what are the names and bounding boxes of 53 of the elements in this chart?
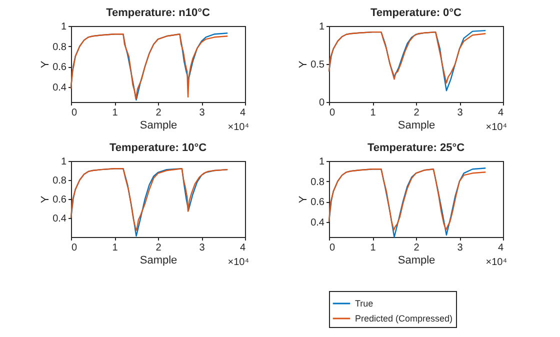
x-tick-label: 2 <box>414 242 420 254</box>
y-tick-label: 0.6 <box>310 197 325 208</box>
y-tick-label: 0 <box>318 98 325 108</box>
x-tick-label: 4 <box>240 108 246 118</box>
y-tick-label: 1 <box>60 156 67 168</box>
text: ×10⁴ <box>228 257 249 268</box>
x-tick-label: 0 <box>330 242 336 254</box>
x-tick-label: 0 <box>330 108 336 118</box>
chart-title: Temperature: 25°C <box>367 142 465 154</box>
chart-title: Temperature: n10°C <box>106 7 210 19</box>
x-tick-label: 3 <box>457 242 464 254</box>
x-tick-label: 4 <box>498 242 504 254</box>
y-tick-label: 1 <box>60 22 67 32</box>
x-tick-label: 1 <box>112 242 118 254</box>
y-tick-label: 0.8 <box>52 176 67 186</box>
chart-title: Temperature: 0°C <box>370 7 462 19</box>
text: ×10⁴ <box>486 122 507 133</box>
x-axis-title: Sample <box>140 120 178 132</box>
x-axis-title: Sample <box>398 254 436 266</box>
text: ×10⁴ <box>228 122 249 133</box>
y-tick-label: 0.5 <box>310 60 325 70</box>
x-axis-title: Sample <box>140 254 178 266</box>
legend-label: True <box>355 298 374 308</box>
y-tick-label: 0.8 <box>52 42 67 53</box>
x-tick-label: 4 <box>240 242 246 254</box>
x-tick-label: 2 <box>156 108 162 118</box>
y-tick-label: 0.4 <box>52 214 67 224</box>
y-tick-label: 0.8 <box>310 176 325 188</box>
x-tick-label: 3 <box>199 108 206 118</box>
y-axis-title: Y <box>40 195 52 204</box>
y-axis-title: Y <box>298 60 310 68</box>
x-tick-label: 3 <box>457 108 464 118</box>
y-tick-label: 1 <box>318 156 325 168</box>
x-tick-label: 2 <box>414 108 420 118</box>
x-tick-label: 1 <box>370 242 376 254</box>
y-tick-label: 1 <box>318 22 325 32</box>
y-tick-label: 0.6 <box>52 62 67 74</box>
x-tick-label: 0 <box>72 242 78 254</box>
chart-title: Temperature: 10°C <box>109 142 207 154</box>
x-tick-label: 4 <box>498 108 504 118</box>
y-tick-label: 0.4 <box>310 217 325 228</box>
x-tick-label: 0 <box>72 108 78 118</box>
x-tick-label: 1 <box>370 108 376 118</box>
y-tick-label: 0.4 <box>52 82 67 94</box>
x-tick-label: 3 <box>199 242 206 254</box>
y-axis-title: Y <box>40 60 52 68</box>
text: ×10⁴ <box>486 257 507 268</box>
x-axis-title: Sample <box>398 120 436 132</box>
legend-label: Predicted (Compressed) <box>355 314 453 324</box>
x-tick-label: 2 <box>156 242 162 254</box>
y-tick-label: 0.6 <box>52 194 67 206</box>
x-tick-label: 1 <box>112 108 118 118</box>
y-axis-title: Y <box>298 195 310 204</box>
